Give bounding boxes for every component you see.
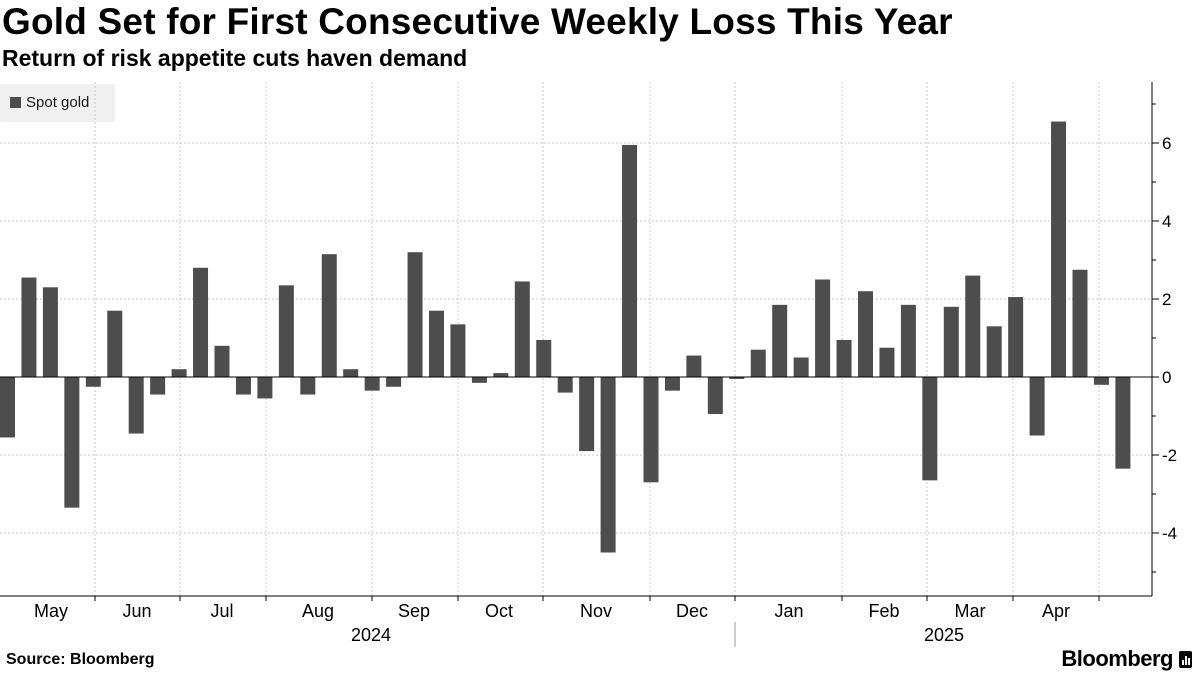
bloomberg-wordmark: Bloomberg (1061, 646, 1173, 671)
y-tick-label-6: 6 (1162, 134, 1171, 153)
legend-swatch-spot-gold (10, 97, 21, 108)
legend: Spot gold (0, 84, 115, 122)
x-tick-label-dec: Dec (676, 601, 708, 621)
chart-title: Gold Set for First Consecutive Weekly Lo… (2, 1, 953, 42)
legend-label-spot-gold: Spot gold (26, 94, 90, 111)
bar-27 (579, 377, 595, 452)
bar-17 (364, 377, 380, 391)
bar-40 (858, 291, 873, 377)
bar-28 (600, 377, 616, 553)
y-tick-label-2: 2 (1162, 290, 1171, 309)
bar-41 (879, 347, 895, 377)
bar-46 (986, 326, 1002, 377)
x-tick-label-mar: Mar (955, 601, 986, 621)
bar-0 (0, 377, 15, 438)
bar-26 (557, 377, 573, 393)
bloomberg-logo: Bloomberg (1061, 646, 1192, 672)
bar-35 (750, 349, 766, 377)
bar-12 (257, 377, 273, 399)
bar-22 (471, 377, 487, 383)
x-tick-label-jul: Jul (210, 601, 233, 621)
x-tick-label-jan: Jan (774, 601, 803, 621)
bar-38 (815, 279, 831, 377)
bar-36 (772, 304, 788, 377)
bar-39 (836, 339, 852, 377)
bar-47 (1008, 297, 1024, 377)
y-tick-label--2: -2 (1162, 446, 1177, 465)
bar-4 (85, 377, 101, 387)
bar-21 (450, 324, 466, 377)
y-tick-label-4: 4 (1162, 212, 1171, 231)
bar-25 (536, 339, 552, 377)
bar-20 (429, 310, 444, 377)
x-tick-label-oct: Oct (485, 601, 513, 621)
bar-18 (386, 377, 402, 387)
bar-19 (407, 252, 423, 377)
x-tick-label-sep: Sep (398, 601, 430, 621)
bar-8 (171, 369, 187, 377)
source-note: Source: Bloomberg (6, 651, 155, 668)
bar-29 (622, 144, 638, 377)
bar-13 (278, 285, 294, 377)
chart-subtitle: Return of risk appetite cuts haven deman… (2, 45, 468, 71)
bar-52 (1115, 377, 1131, 469)
bar-37 (793, 357, 809, 377)
bar-1 (21, 277, 37, 377)
x-tick-label-may: May (34, 601, 68, 621)
bar-42 (900, 304, 916, 377)
bar-14 (300, 377, 316, 395)
bar-23 (493, 373, 509, 377)
bar-50 (1072, 269, 1088, 377)
bar-51 (1093, 377, 1109, 385)
bar-10 (214, 345, 230, 377)
bar-15 (321, 254, 337, 377)
y-tick-label--4: -4 (1162, 524, 1177, 543)
x-year-label-2024: 2024 (351, 625, 391, 645)
bar-43 (922, 377, 938, 481)
bar-33 (707, 377, 723, 415)
bar-48 (1029, 377, 1045, 436)
bar-49 (1051, 121, 1067, 377)
x-tick-label-aug: Aug (302, 601, 334, 621)
bar-2 (42, 287, 58, 377)
bar-24 (514, 281, 530, 377)
bar-34 (729, 377, 745, 379)
y-tick-label-0: 0 (1162, 368, 1171, 387)
bar-11 (235, 377, 251, 395)
x-tick-label-apr: Apr (1042, 601, 1070, 621)
bar-16 (343, 369, 359, 377)
bar-7 (150, 377, 166, 395)
x-tick-label-jun: Jun (122, 601, 151, 621)
bar-9 (193, 267, 209, 377)
bar-32 (686, 355, 702, 377)
bar-31 (664, 377, 680, 391)
x-year-label-2025: 2025 (924, 625, 964, 645)
x-tick-label-nov: Nov (580, 601, 612, 621)
bar-30 (643, 377, 659, 483)
bar-45 (965, 275, 981, 377)
bar-44 (943, 306, 959, 377)
x-tick-label-feb: Feb (868, 601, 899, 621)
bar-6 (128, 377, 144, 434)
bar-5 (107, 310, 123, 377)
bar-3 (64, 377, 80, 508)
bloomberg-bars-icon (1179, 650, 1192, 668)
